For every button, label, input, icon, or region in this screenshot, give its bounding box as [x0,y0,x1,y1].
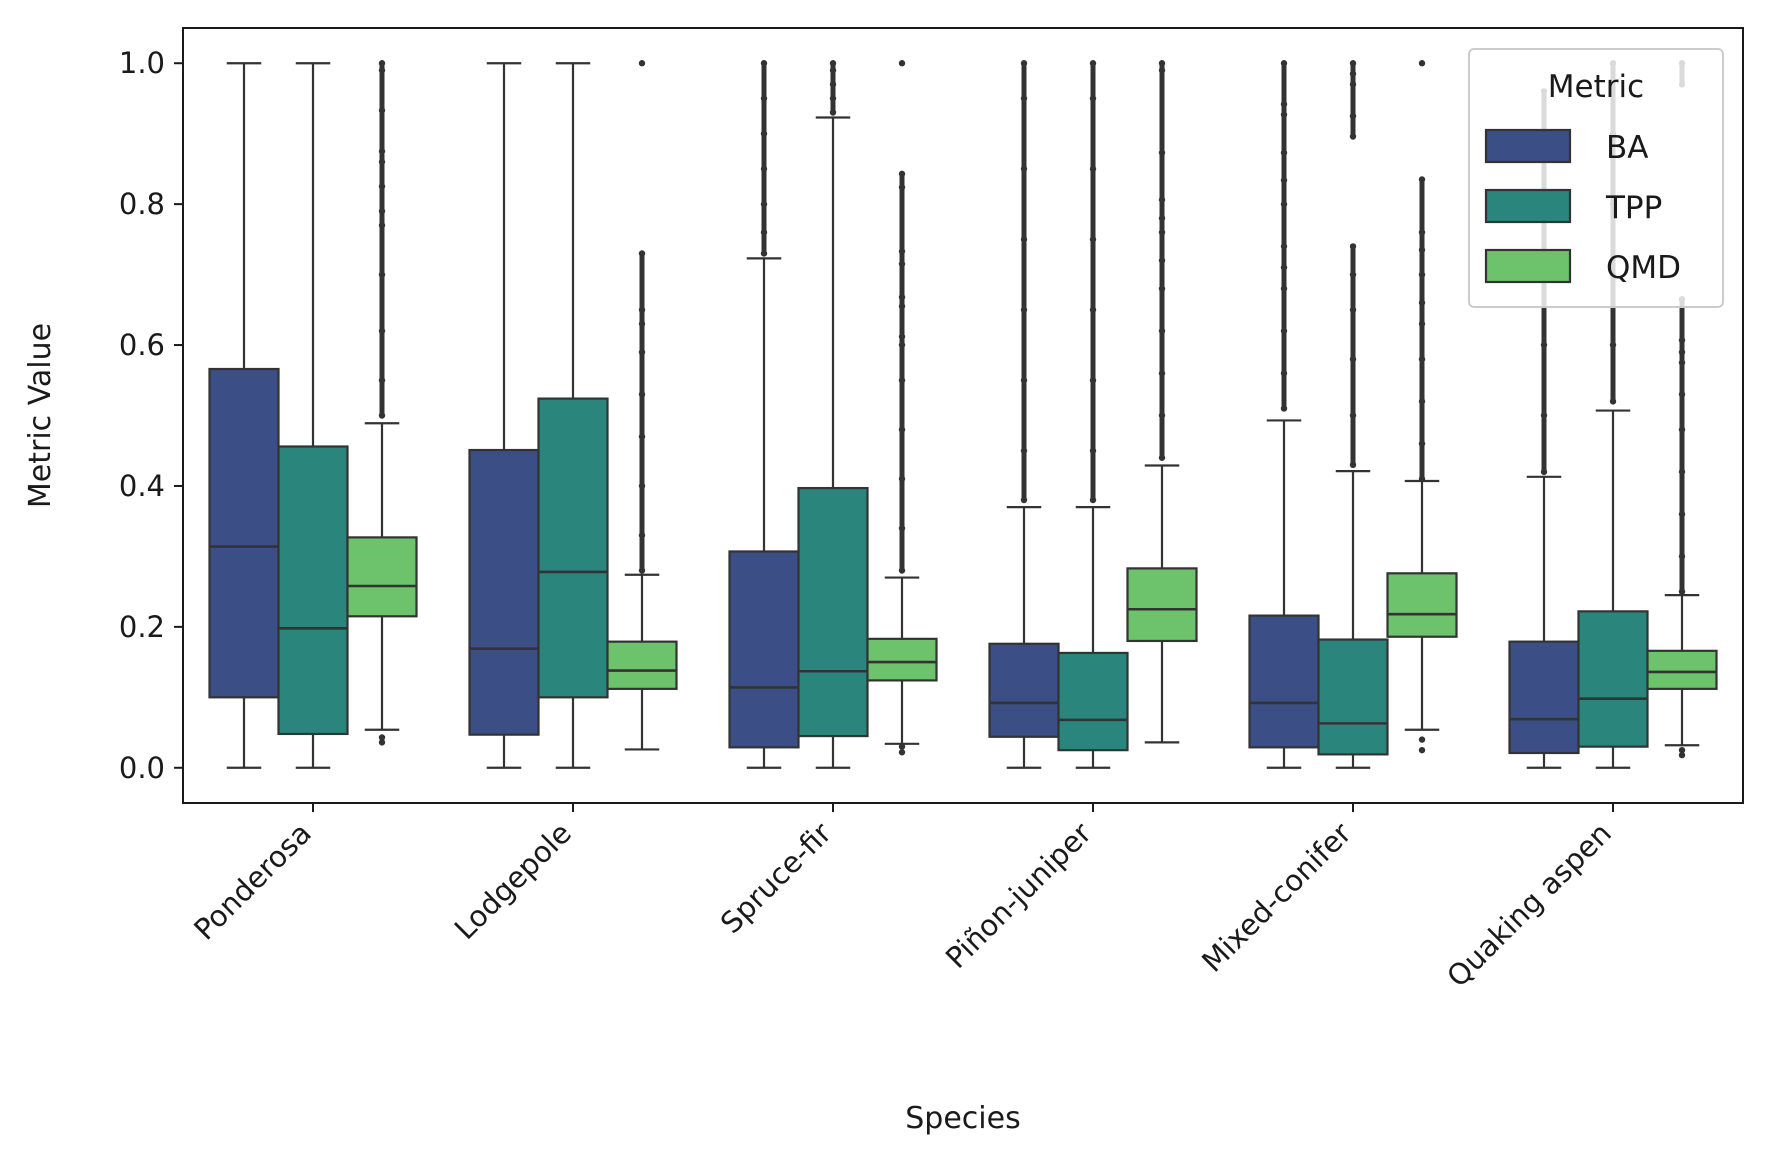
box-qmd-1 [606,60,678,751]
box-body [988,642,1060,738]
outlier-point [1418,60,1426,67]
box-qmd-0 [346,60,418,746]
box-ba-3 [988,60,1060,769]
legend-label: TPP [1605,190,1662,226]
legend-swatch [1484,128,1572,164]
legend-swatch [1484,188,1572,224]
x-tick-label: Lodgepole [448,816,578,946]
x-axis: Ponderosa Lodgepole Spruce-fir Piñon-junipe… [187,803,1618,994]
legend-frame [1468,48,1724,308]
box-qmd-2 [866,60,938,756]
legend-label: BA [1606,130,1648,166]
box-tpp-3 [1057,60,1129,769]
box-body [866,637,938,682]
outlier-point [898,60,906,67]
x-tick-label: Spruce-fir [714,816,838,940]
box-body [606,640,678,690]
outlier-point [1418,746,1426,754]
box-body [1577,610,1649,748]
box-body [1317,638,1389,756]
box-body [1508,640,1580,755]
y-axis: 0.0 0.2 0.4 0.6 0.8 1.0 [119,46,183,785]
box-ba-2 [728,60,800,769]
legend: Metric BA TPP QMD [1468,48,1724,308]
x-axis-label: Species [905,1101,1020,1136]
outlier-point [898,743,906,750]
box-body [537,397,609,699]
box-tpp-1 [537,62,609,769]
x-tick-label: Piñon-juniper [939,816,1098,975]
outlier-point [898,749,906,756]
box-body [1057,651,1129,752]
outlier-point [1678,746,1686,754]
y-tick-label: 0.6 [119,328,165,362]
legend-item-qmd: QMD [1484,248,1681,286]
box-qmd-3 [1126,60,1198,744]
x-tick-label: Mixed-conifer [1195,816,1358,979]
legend-items: BA TPP QMD [1484,128,1681,286]
y-tick-label: 0.2 [119,610,165,644]
box-body [1646,649,1718,690]
y-tick-label: 1.0 [119,46,165,80]
legend-item-ba: BA [1484,128,1648,166]
y-axis-label: Metric Value [23,323,58,508]
plot-area [208,60,1718,769]
box-body [1126,567,1198,643]
box-qmd-4 [1386,60,1458,754]
outlier-point [1678,751,1686,759]
x-tick-label: Quaking aspen [1440,816,1618,994]
box-body [208,367,280,699]
legend-swatch [1484,248,1572,284]
y-tick-label: 0.0 [119,751,165,785]
box-body [277,445,349,736]
legend-label: QMD [1606,250,1681,286]
y-tick-label: 0.4 [119,469,165,503]
legend-title: Metric [1548,69,1644,105]
legend-item-tpp: TPP [1484,188,1662,226]
box-tpp-4 [1317,60,1389,769]
plot-frame [182,27,1744,804]
box-body [1386,572,1458,638]
box-body [797,486,869,738]
box-ba-1 [468,62,540,769]
box-body [728,550,800,749]
y-tick-label: 0.8 [119,187,165,221]
outlier-point [1418,736,1426,743]
box-ba-4 [1248,60,1320,769]
box-body [346,536,418,618]
box-ba-0 [208,62,280,769]
x-tick-label: Ponderosa [187,816,318,947]
outlier-point [378,734,386,741]
outlier-point [378,739,386,746]
box-body [1248,614,1320,749]
box-body [468,448,540,736]
box-tpp-2 [797,60,869,769]
box-tpp-0 [277,62,349,769]
outlier-point [638,60,646,67]
